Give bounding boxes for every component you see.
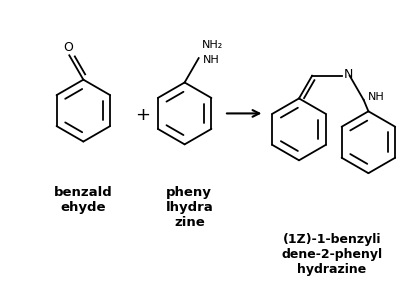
Text: N: N (344, 68, 353, 81)
Text: (1Z)-1-benzyli
dene-2-phenyl
hydrazine: (1Z)-1-benzyli dene-2-phenyl hydrazine (281, 233, 382, 276)
Text: O: O (64, 41, 73, 54)
Text: benzald
ehyde: benzald ehyde (54, 186, 113, 214)
Text: +: + (135, 106, 150, 124)
Text: NH: NH (367, 92, 384, 102)
Text: pheny
lhydra
zine: pheny lhydra zine (166, 186, 213, 229)
Text: NH: NH (204, 55, 220, 65)
Text: NH₂: NH₂ (201, 40, 223, 50)
